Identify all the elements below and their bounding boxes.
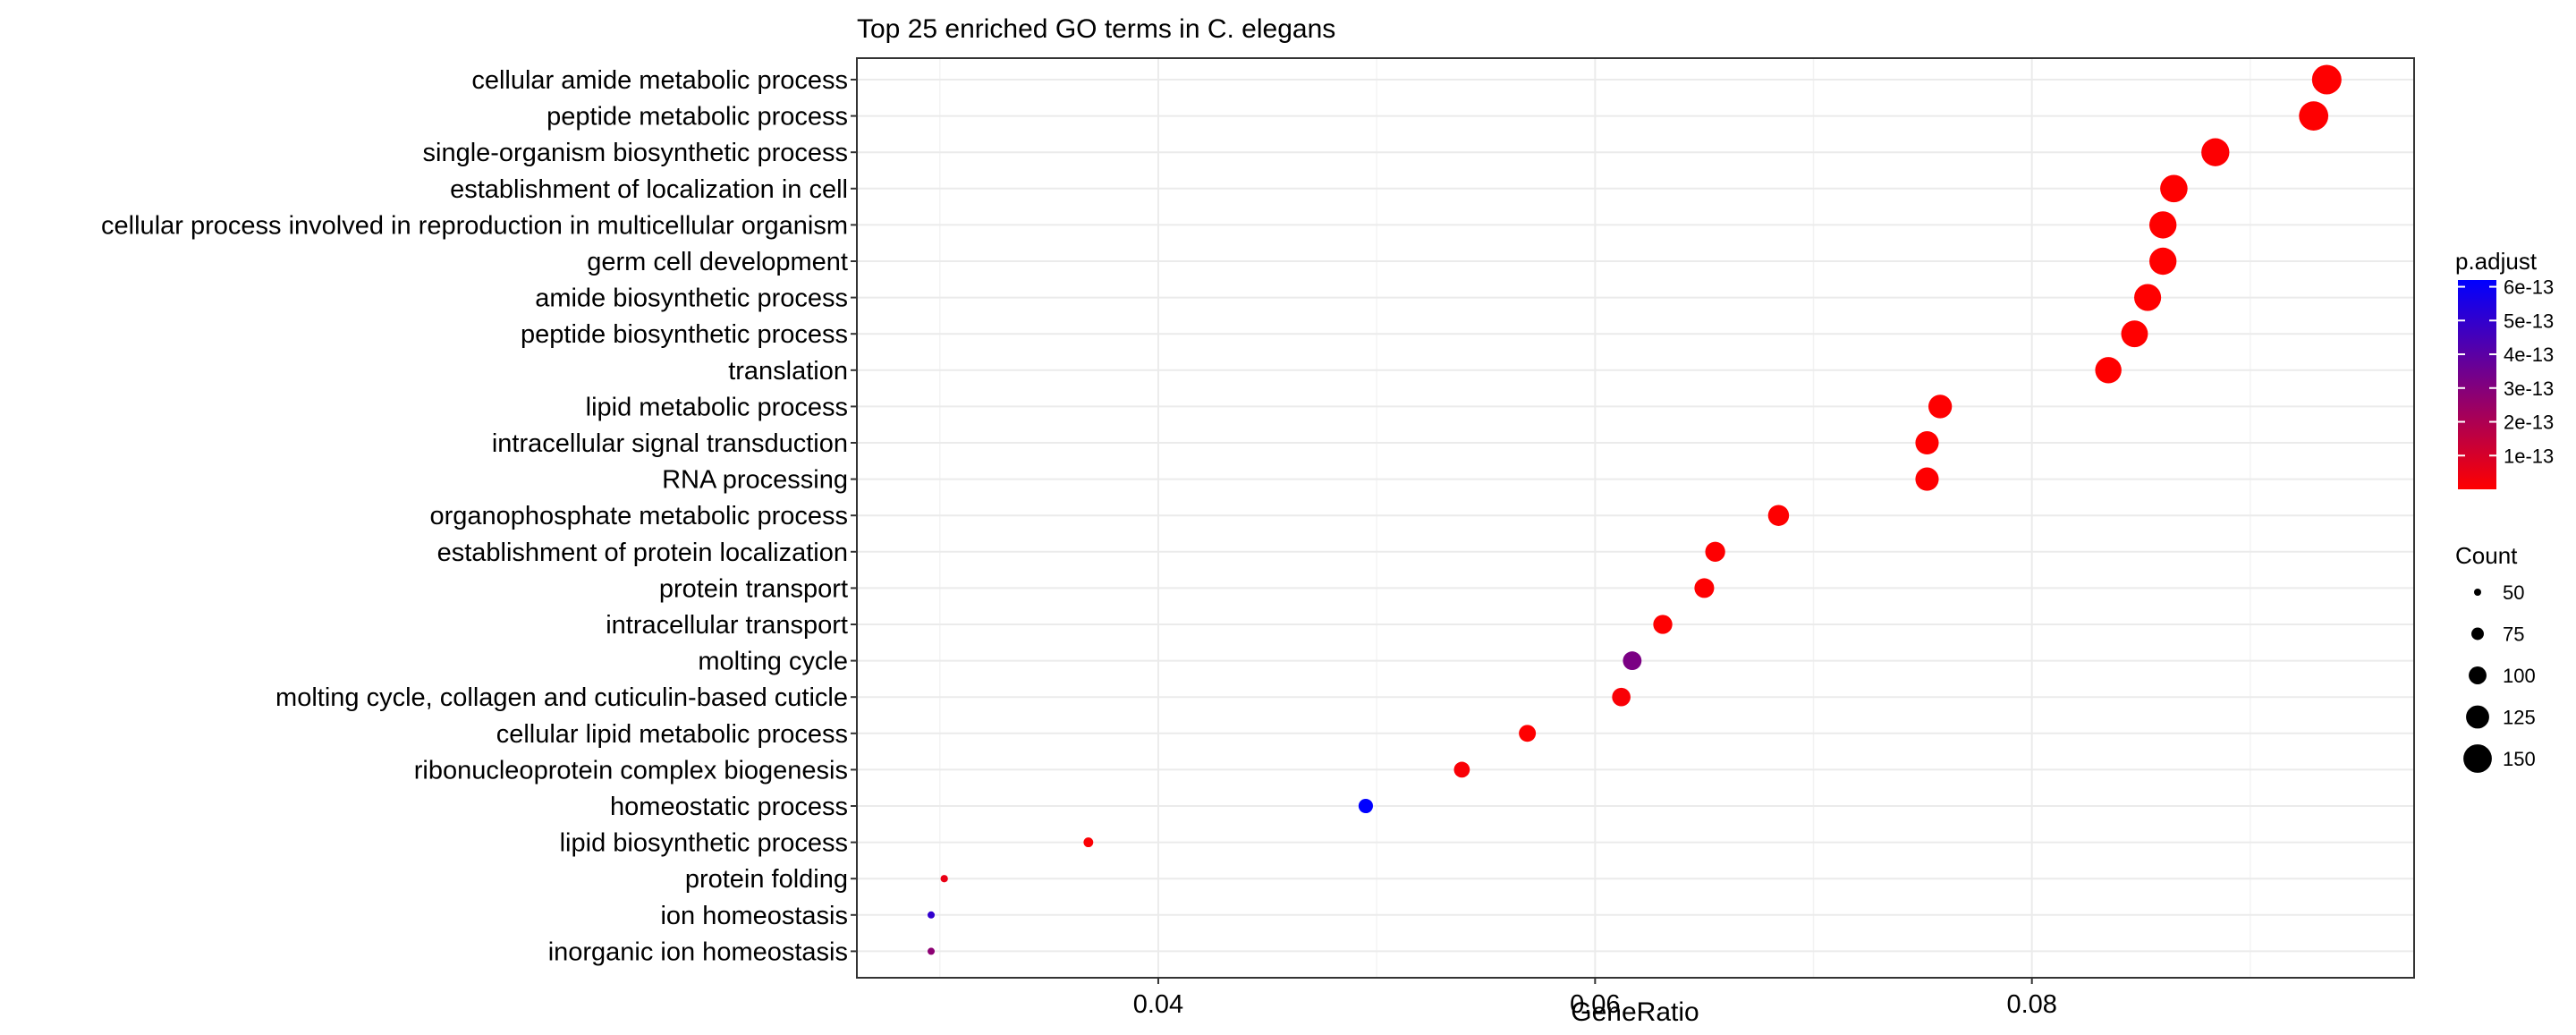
count-legend-label: 75 [2503, 624, 2524, 646]
y-tick-label: peptide metabolic process [547, 103, 848, 131]
count-legend-dot [2471, 627, 2484, 641]
data-point [1083, 837, 1094, 848]
p-adjust-colorbar [2458, 280, 2496, 489]
data-point [1653, 615, 1673, 634]
y-tick-label: amide biosynthetic process [535, 284, 848, 313]
data-point [2201, 138, 2230, 166]
y-tick-label: germ cell development [587, 248, 848, 276]
x-tick-label: 0.08 [2006, 990, 2056, 1019]
count-legend-title: Count [2455, 542, 2518, 569]
p-adjust-legend: p.adjust 6e-13 5e-13 4e-13 3e-13 2e-13 1e-13 [2455, 248, 2554, 489]
y-tick-label: cellular process involved in reproductio… [101, 211, 848, 240]
y-tick-label: cellular lipid metabolic process [496, 720, 848, 749]
panel-border [856, 57, 2415, 979]
y-tick-label: homeostatic process [610, 793, 848, 821]
data-point [2311, 64, 2342, 95]
p-adjust-legend-ticks: 6e-13 5e-13 4e-13 3e-13 2e-13 1e-13 [2458, 276, 2554, 467]
data-point [1915, 467, 1939, 491]
point-layer [928, 64, 2342, 955]
data-point [1612, 687, 1631, 707]
y-tick-label: establishment of protein localization [437, 539, 848, 567]
data-point [2160, 174, 2188, 203]
data-point [2095, 357, 2122, 384]
data-point [2299, 101, 2329, 131]
y-tick-label: cellular amide metabolic process [471, 66, 848, 95]
count-legend-dot [2474, 589, 2481, 596]
x-axis-title: GeneRatio [1571, 997, 1699, 1027]
count-legend: Count 50 75 100 125 150 [2455, 542, 2536, 773]
count-legend-dot [2463, 744, 2492, 773]
data-point [1694, 578, 1715, 598]
y-tick-label: lipid metabolic process [586, 393, 848, 421]
data-point [928, 911, 936, 919]
data-point [1767, 505, 1790, 526]
y-tick-label: ion homeostasis [660, 902, 848, 930]
y-tick-label: inorganic ion homeostasis [548, 937, 848, 966]
colorbar-label: 2e-13 [2504, 411, 2554, 434]
count-legend-label: 50 [2503, 581, 2524, 604]
count-legend-items: 50 75 100 125 150 [2463, 581, 2536, 773]
x-tick-label: 0.04 [1133, 990, 1183, 1019]
x-tick-label: 0.06 [1570, 990, 1620, 1019]
y-tick-label: ribonucleoprotein complex biogenesis [414, 756, 848, 785]
data-point [2134, 284, 2162, 311]
y-tick-label: RNA processing [662, 466, 848, 495]
data-point [928, 947, 936, 955]
data-point [1358, 798, 1373, 814]
data-point [2149, 247, 2177, 276]
count-legend-label: 100 [2503, 665, 2536, 687]
y-axis: cellular amide metabolic process peptide … [101, 66, 857, 966]
y-tick-label: establishment of localization in cell [450, 175, 848, 204]
y-tick-label: peptide biosynthetic process [521, 320, 848, 349]
data-point [2149, 211, 2177, 239]
data-point [2121, 320, 2148, 348]
data-point [1915, 430, 1939, 455]
count-legend-label: 150 [2503, 748, 2536, 770]
colorbar-label: 6e-13 [2504, 276, 2554, 299]
y-tick-label: intracellular transport [606, 611, 848, 640]
y-tick-label: lipid biosynthetic process [560, 829, 848, 858]
y-tick-label: molting cycle [698, 648, 848, 676]
colorbar-label: 1e-13 [2504, 445, 2554, 467]
colorbar-label: 3e-13 [2504, 378, 2554, 400]
data-point [1453, 761, 1470, 778]
y-tick-label: protein folding [685, 865, 848, 894]
y-tick-label: intracellular signal transduction [492, 429, 848, 458]
data-point [1519, 725, 1537, 742]
x-axis: 0.04 0.06 0.08 [1133, 978, 2057, 1019]
y-tick-label: single-organism biosynthetic process [423, 139, 849, 167]
data-point [1705, 541, 1725, 562]
y-tick-label: molting cycle, collagen and cuticulin-ba… [275, 683, 848, 712]
y-tick-label: organophosphate metabolic process [429, 502, 848, 530]
data-point [940, 875, 948, 883]
y-tick-label: translation [728, 357, 848, 386]
count-legend-dot [2466, 705, 2489, 729]
data-point [1623, 651, 1642, 671]
count-legend-label: 125 [2503, 707, 2536, 729]
colorbar-label: 5e-13 [2504, 310, 2554, 332]
chart-title: Top 25 enriched GO terms in C. elegans [857, 14, 1335, 44]
colorbar-label: 4e-13 [2504, 344, 2554, 366]
data-point [1928, 394, 1953, 419]
count-legend-dot [2469, 666, 2487, 684]
p-adjust-legend-title: p.adjust [2455, 248, 2538, 275]
y-tick-label: protein transport [659, 574, 848, 603]
